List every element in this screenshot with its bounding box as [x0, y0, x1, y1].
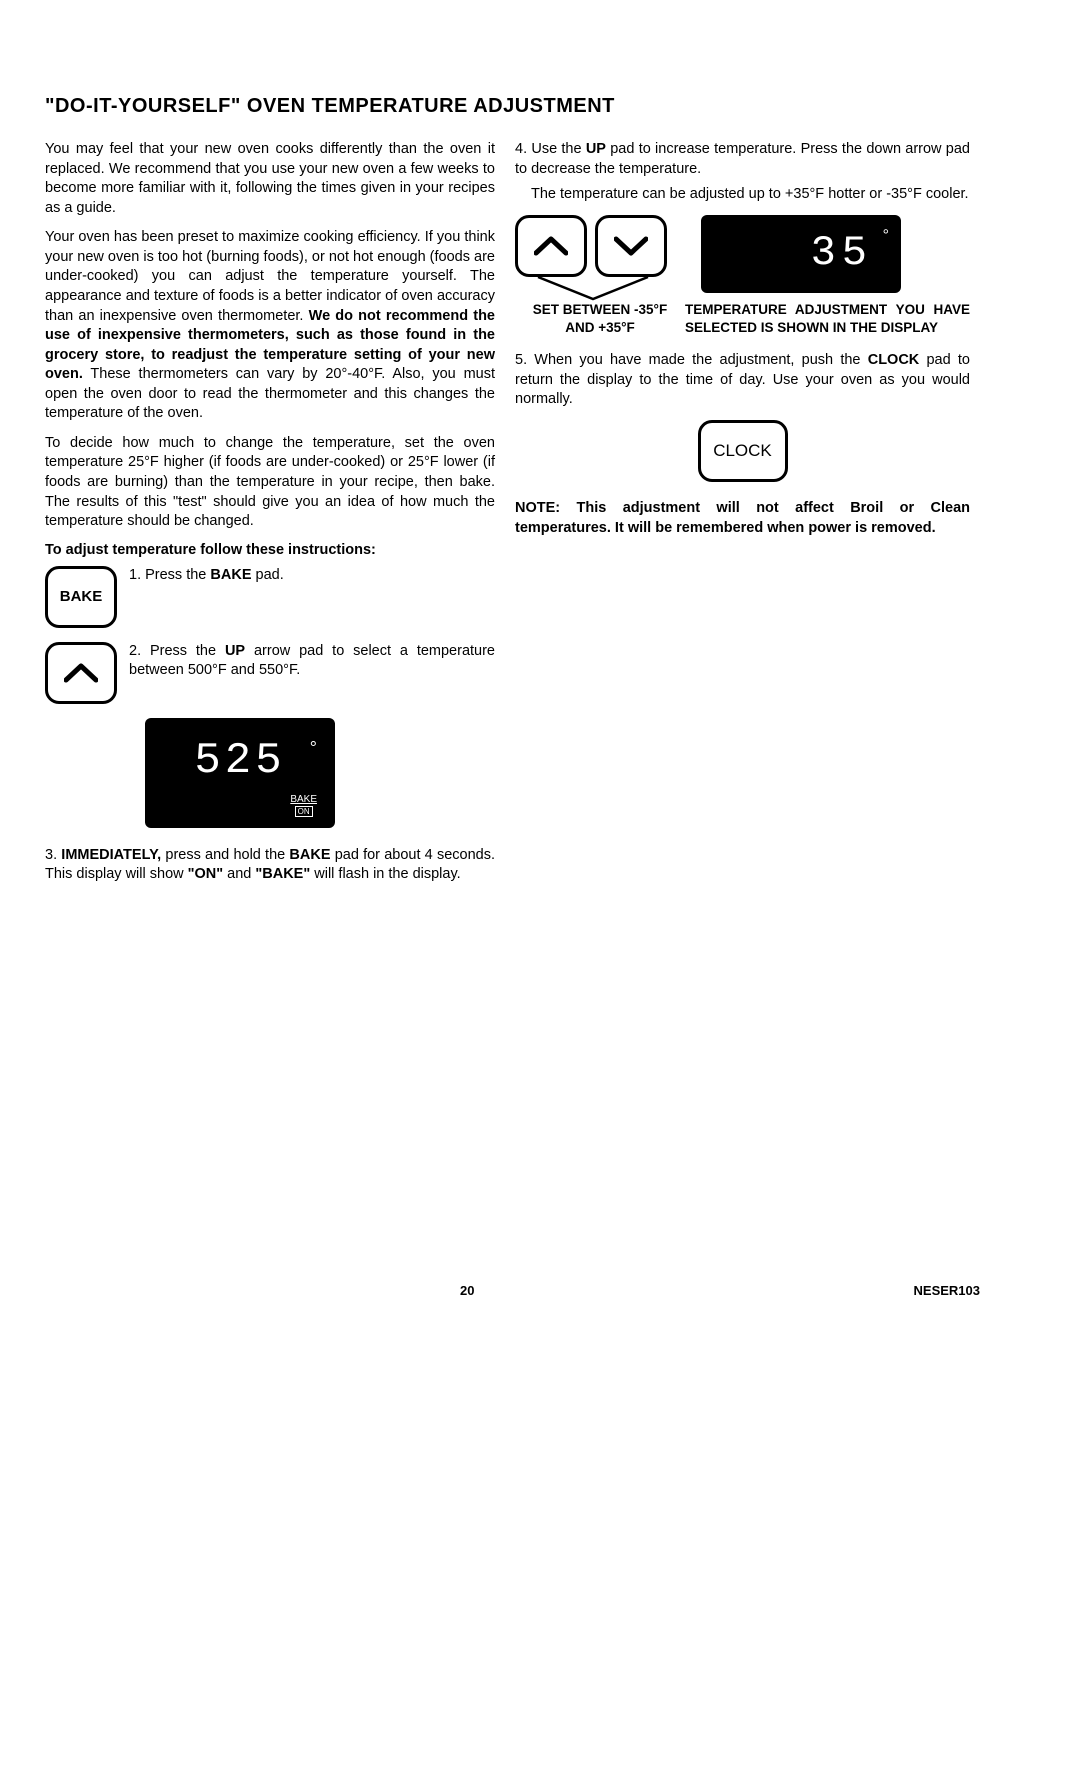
chevron-up-icon: [64, 662, 98, 684]
display-bake-on: BAKE ON: [290, 794, 317, 818]
step-4b-text: The temperature can be adjusted up to +3…: [515, 185, 970, 205]
degree-symbol: °: [310, 738, 317, 759]
page-footer: 20 NESER103: [0, 1283, 1080, 1298]
step-2-text: 2. Press the UP arrow pad to select a te…: [129, 642, 495, 704]
step-1-text: 1. Press the BAKE pad.: [129, 566, 495, 628]
page-number: 20: [460, 1283, 474, 1298]
step-3-text: 3. IMMEDIATELY, press and hold the BAKE …: [45, 846, 495, 885]
display-35: 35 °: [701, 215, 901, 293]
down-arrow-pad-button: [595, 215, 667, 277]
step-2: 2. Press the UP arrow pad to select a te…: [45, 642, 495, 704]
intro-para-3: To decide how much to change the tempera…: [45, 434, 495, 532]
up-arrow-pad-button: [45, 642, 117, 704]
right-column: 4. Use the UP pad to increase temperatur…: [515, 140, 970, 895]
page-title: "DO-IT-YOURSELF" OVEN TEMPERATURE ADJUST…: [45, 95, 1020, 118]
connector-v-icon: [533, 277, 653, 301]
note-text: NOTE: This adjustment will not affect Br…: [515, 498, 970, 539]
left-column: You may feel that your new oven cooks di…: [45, 140, 495, 895]
caption-left: SET BETWEEN -35°F AND +35°F: [515, 301, 685, 337]
caption-row: SET BETWEEN -35°F AND +35°F TEMPERATURE …: [515, 301, 970, 337]
step-5-text: 5. When you have made the adjustment, pu…: [515, 351, 970, 410]
bake-pad-button: BAKE: [45, 566, 117, 628]
p2-part-c: These thermometers can vary by 20°-40°F.…: [45, 366, 495, 421]
display-525: 525 ° BAKE ON: [145, 718, 335, 828]
step-4-text: 4. Use the UP pad to increase temperatur…: [515, 140, 970, 179]
step-1: BAKE 1. Press the BAKE pad.: [45, 566, 495, 628]
chevron-up-icon: [534, 235, 568, 257]
display-525-value: 525: [145, 736, 335, 786]
clock-pad-button: CLOCK: [698, 420, 788, 482]
doc-code: NESER103: [914, 1283, 980, 1298]
intro-para-1: You may feel that your new oven cooks di…: [45, 140, 495, 218]
caption-right: TEMPERATURE ADJUSTMENT YOU HAVE SELECTED…: [685, 301, 970, 337]
chevron-down-icon: [614, 235, 648, 257]
degree-symbol-2: °: [883, 227, 889, 245]
arrow-display-row: 35 °: [515, 215, 970, 293]
display-35-value: 35: [811, 229, 873, 277]
intro-para-2: Your oven has been preset to maximize co…: [45, 228, 495, 424]
up-arrow-pad-button-2: [515, 215, 587, 277]
instructions-heading: To adjust temperature follow these instr…: [45, 542, 495, 558]
